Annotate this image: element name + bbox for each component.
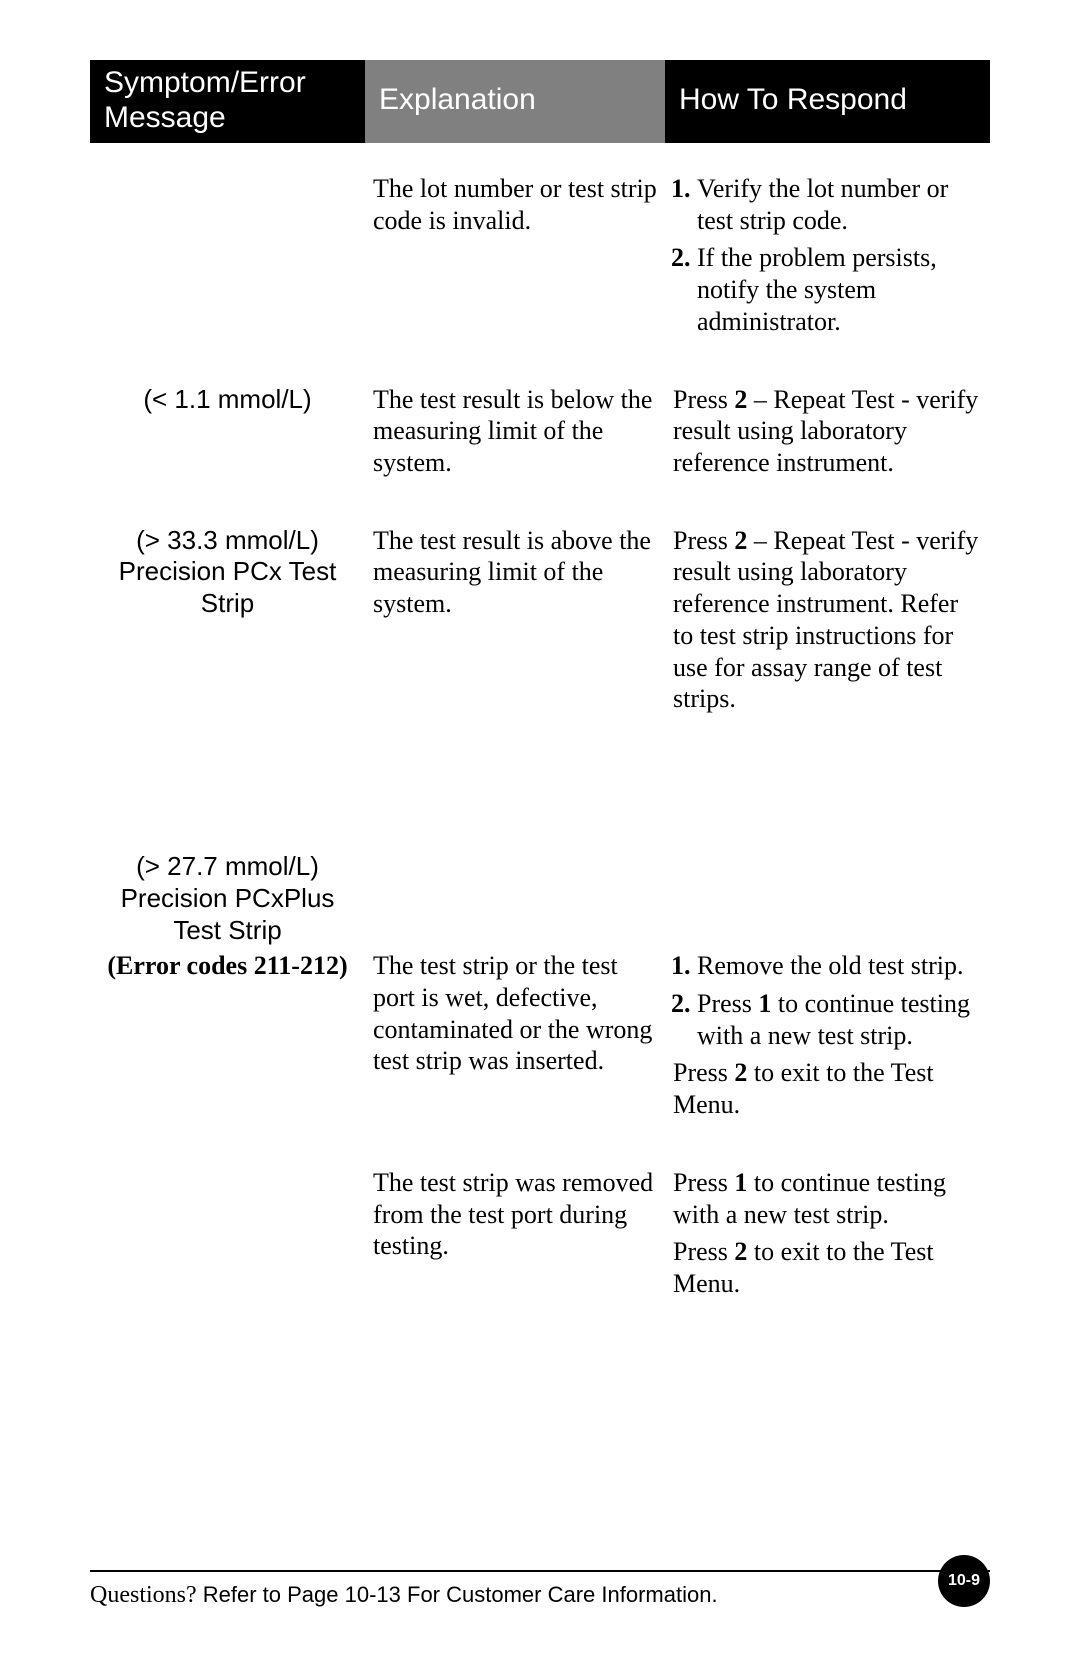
response-cell: Press 2 – Repeat Test - verify result us… — [665, 525, 990, 761]
explanation-cell: The test strip was removed from the test… — [365, 1167, 665, 1346]
symptom-text: (< 1.1 mmol/L) — [98, 384, 357, 416]
explanation-cell: The test result is below the measuring l… — [365, 384, 665, 525]
header-symptom: Symptom/Error Message — [90, 60, 365, 143]
explanation-cell — [365, 761, 665, 950]
page-number-badge: 10-9 — [938, 1555, 990, 1607]
response-text: Press — [673, 385, 734, 414]
footer-note: Refer to Page 10-13 For Customer Care In… — [197, 1582, 718, 1607]
key-label: 2 — [734, 1058, 747, 1087]
response-text: Press — [673, 1237, 734, 1266]
symptom-cell: (> 33.3 mmol/L) Precision PCx Test Strip — [90, 525, 365, 761]
table-row: The test strip was removed from the test… — [90, 1167, 990, 1346]
response-step: Remove the old test strip. — [697, 950, 982, 982]
manual-page: Symptom/Error Message Explanation How To… — [0, 0, 1080, 1669]
symptom-cell: (Error codes 211-212) — [90, 950, 365, 1167]
header-explanation: Explanation — [365, 60, 665, 143]
explanation-cell: The test strip or the test port is wet, … — [365, 950, 665, 1167]
response-cell: Press 1 to continue testing with a new t… — [665, 1167, 990, 1346]
header-response: How To Respond — [665, 60, 990, 143]
key-label: 2 — [734, 526, 747, 555]
table-header-row: Symptom/Error Message Explanation How To… — [90, 60, 990, 143]
response-cell: Remove the old test strip. Press 1 to co… — [665, 950, 990, 1167]
table-row: (< 1.1 mmol/L) The test result is below … — [90, 384, 990, 525]
explanation-cell: The test result is above the measuring l… — [365, 525, 665, 761]
key-label: 1 — [758, 989, 771, 1018]
table-row: (Error codes 211-212) The test strip or … — [90, 950, 990, 1167]
error-codes-label: (Error codes 211-212) — [98, 950, 357, 982]
troubleshoot-table: The lot number or test strip code is inv… — [90, 173, 990, 1346]
symptom-text: (> 33.3 mmol/L) — [98, 525, 357, 557]
response-step: Verify the lot number or test strip code… — [697, 173, 982, 236]
symptom-cell: (> 27.7 mmol/L) Precision PCxPlus Test S… — [90, 761, 365, 950]
response-text: Press — [673, 1168, 734, 1197]
symptom-text: (> 27.7 mmol/L) — [98, 851, 357, 883]
key-label: 1 — [734, 1168, 747, 1197]
table-row: (> 33.3 mmol/L) Precision PCx Test Strip… — [90, 525, 990, 761]
response-cell: Press 2 – Repeat Test - verify result us… — [665, 384, 990, 525]
response-text: Press — [673, 526, 734, 555]
symptom-cell — [90, 1167, 365, 1346]
symptom-text: Precision PCx Test Strip — [98, 556, 357, 619]
symptom-cell: (< 1.1 mmol/L) — [90, 384, 365, 525]
page-footer: Questions? Refer to Page 10-13 For Custo… — [90, 1570, 990, 1609]
response-cell: Verify the lot number or test strip code… — [665, 173, 990, 384]
footer-rule — [90, 1570, 990, 1572]
response-cell — [665, 761, 990, 950]
footer-text: Questions? Refer to Page 10-13 For Custo… — [90, 1582, 718, 1609]
response-step: If the problem persists, notify the syst… — [697, 242, 982, 337]
key-label: 2 — [734, 1237, 747, 1266]
symptom-text: Precision PCxPlus Test Strip — [98, 883, 357, 946]
table-row: The lot number or test strip code is inv… — [90, 173, 990, 384]
response-text: Press — [673, 1058, 734, 1087]
explanation-cell: The lot number or test strip code is inv… — [365, 173, 665, 384]
table-row: (> 27.7 mmol/L) Precision PCxPlus Test S… — [90, 761, 990, 950]
questions-label: Questions? — [90, 1582, 197, 1608]
response-text: Press — [697, 989, 758, 1018]
symptom-cell — [90, 173, 365, 384]
key-label: 2 — [734, 385, 747, 414]
response-step: Press 1 to continue testing with a new t… — [697, 988, 982, 1051]
